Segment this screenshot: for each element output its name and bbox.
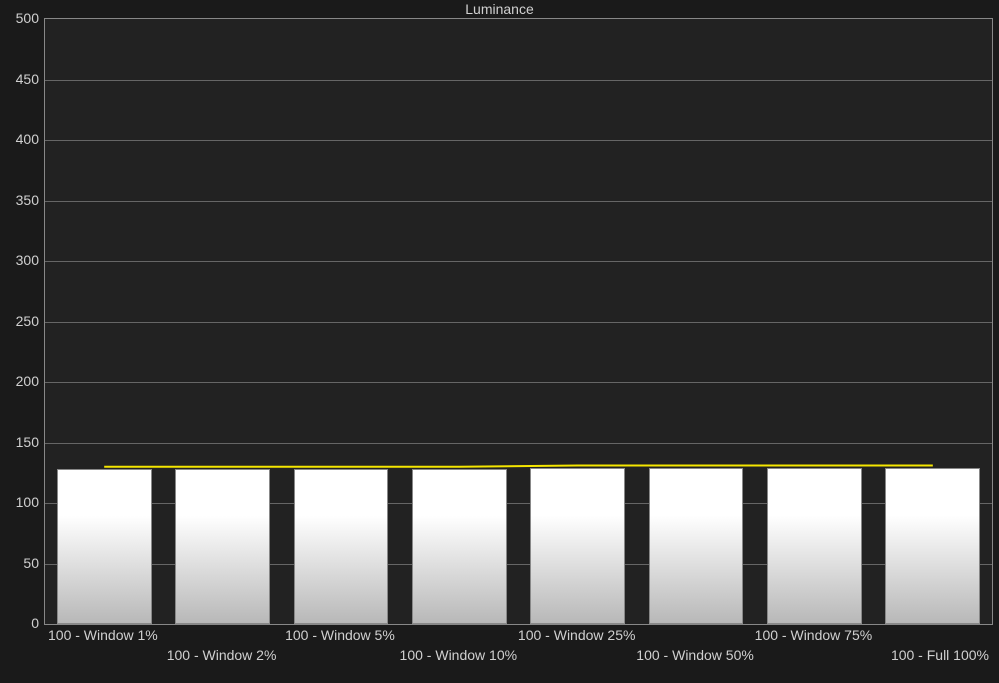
y-tick-label: 200: [3, 373, 39, 389]
x-tick-label: 100 - Window 10%: [400, 647, 518, 663]
gridline: [45, 80, 992, 81]
gridline: [45, 443, 992, 444]
x-tick-label: 100 - Window 50%: [636, 647, 754, 663]
bar: [885, 468, 980, 624]
gridline: [45, 201, 992, 202]
bar: [649, 468, 744, 624]
x-tick-label: 100 - Window 5%: [285, 627, 395, 643]
y-tick-label: 500: [3, 10, 39, 26]
bar: [294, 469, 389, 624]
y-tick-label: 250: [3, 313, 39, 329]
y-tick-label: 450: [3, 71, 39, 87]
plot-area: [44, 18, 993, 625]
gridline: [45, 140, 992, 141]
bar: [412, 469, 507, 624]
y-tick-label: 0: [3, 615, 39, 631]
y-tick-label: 100: [3, 494, 39, 510]
bar: [175, 469, 270, 624]
x-tick-label: 100 - Window 2%: [167, 647, 277, 663]
y-tick-label: 300: [3, 252, 39, 268]
bar: [767, 468, 862, 624]
x-tick-label: 100 - Full 100%: [891, 647, 989, 663]
y-tick-label: 400: [3, 131, 39, 147]
gridline: [45, 382, 992, 383]
y-tick-label: 150: [3, 434, 39, 450]
gridline: [45, 322, 992, 323]
x-tick-label: 100 - Window 25%: [518, 627, 636, 643]
x-tick-label: 100 - Window 1%: [48, 627, 158, 643]
y-tick-label: 50: [3, 555, 39, 571]
bar: [57, 469, 152, 624]
bar: [530, 468, 625, 624]
gridline: [45, 261, 992, 262]
x-tick-label: 100 - Window 75%: [755, 627, 873, 643]
chart-title: Luminance: [0, 0, 999, 18]
y-tick-label: 350: [3, 192, 39, 208]
chart-container: Luminance 0 50 100 150 200 250 300 350 400 450 500…: [0, 0, 999, 683]
